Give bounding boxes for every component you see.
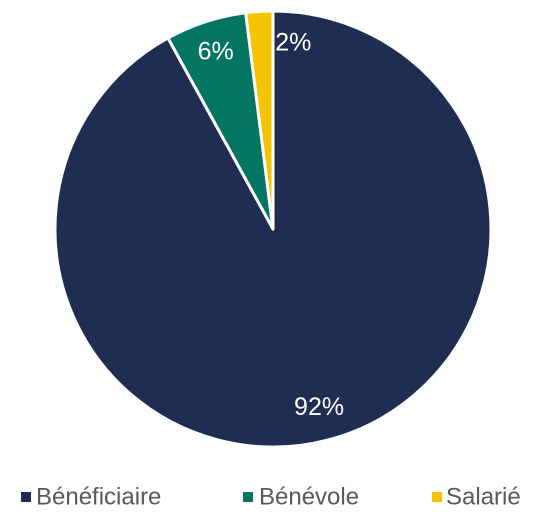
pie-slice [244,9,275,231]
legend-swatch [432,492,442,502]
legend-label: Bénéficiaire [36,483,161,510]
data-label: 92% [294,393,344,421]
data-label: 2% [275,29,311,57]
legend-swatch [21,492,31,502]
legend-label: Salarié [446,483,521,510]
legend-swatch [243,492,253,502]
data-label: 6% [198,37,234,65]
legend-label: Bénévole [259,483,359,510]
